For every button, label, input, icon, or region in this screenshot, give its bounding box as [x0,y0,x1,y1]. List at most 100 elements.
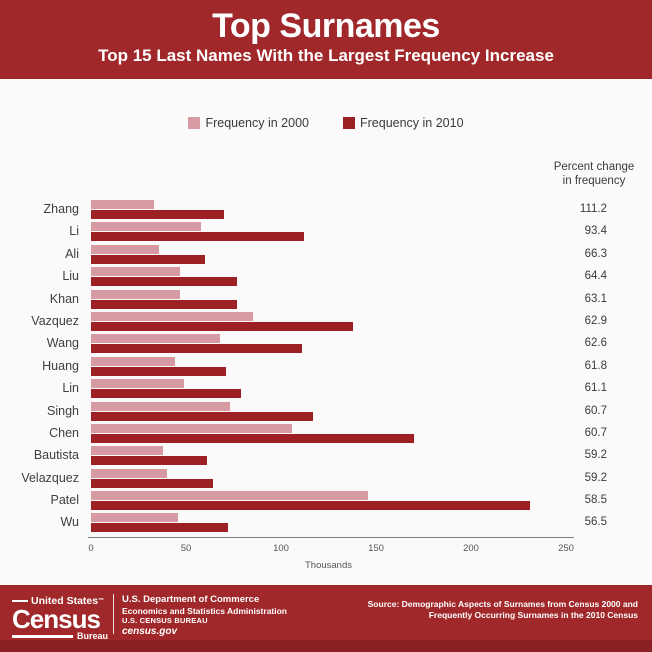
row-label: Chen [49,425,79,440]
row-label: Liu [62,269,79,284]
page-subtitle: Top 15 Last Names With the Largest Frequ… [98,46,554,65]
x-tick-label: 100 [273,543,289,554]
bar-2010 [91,456,207,466]
percent-column-header-line2: in frequency [562,175,626,187]
agency-line-esa: Economics and Statistics Administration [122,606,287,616]
legend-item-2000: Frequency in 2000 [188,116,309,130]
percent-value: 61.8 [584,359,607,372]
logo-bureau: Bureau [12,631,108,641]
bar-2000 [91,289,181,299]
row-label: Singh [47,403,79,418]
percent-value: 63.1 [584,292,607,305]
x-axis-line [88,537,574,538]
chart-row: Bautista 59.2 [0,445,652,467]
percent-value: 93.4 [584,225,607,238]
logo-line-top [12,600,28,602]
chart-row: Lin 61.1 [0,378,652,400]
chart-row: Liu 64.4 [0,266,652,288]
percent-value: 59.2 [584,471,607,484]
percent-column-header: Percent change in frequency [535,160,652,188]
bar-2010 [91,389,242,399]
bar-2000 [91,267,181,277]
agency-line-commerce: U.S. Department of Commerce [122,594,260,605]
logo-divider [113,594,114,634]
chart-row: Singh 60.7 [0,401,652,423]
row-label: Khan [49,291,79,306]
bar-2010 [91,299,238,309]
logo-line-bottom [12,634,73,638]
bar-2010 [91,210,224,219]
source-line-1: Source: Demographic Aspects of Surnames … [367,599,638,609]
bar-2000 [91,468,167,478]
footer-bottom-strip [0,640,652,652]
percent-value: 60.7 [584,404,607,417]
chart-row: Khan 63.1 [0,289,652,311]
source-note: Source: Demographic Aspects of Surnames … [368,599,638,621]
chart: Zhang 111.2 Li 93.4 Ali 66.3 Liu 64.4 Khan 63.1 Va… [0,199,652,535]
bar-2000 [91,513,179,523]
legend-label-2000: Frequency in 2000 [205,116,309,130]
bar-2000 [91,222,202,232]
bar-2000 [91,334,221,344]
chart-row: Velazquez 59.2 [0,468,652,490]
legend-item-2010: Frequency in 2010 [343,116,464,130]
chart-row: Chen 60.7 [0,423,652,445]
bar-2000 [91,491,369,501]
percent-value: 62.9 [584,314,607,327]
bar-2010 [91,344,302,354]
header-band: Top Surnames Top 15 Last Names With the … [0,0,652,79]
bar-2010 [91,277,238,287]
row-label: Wu [60,515,79,530]
chart-row: Li 93.4 [0,221,652,243]
row-label: Li [69,224,79,239]
percent-value: 111.2 [579,203,607,215]
footer-band: United States ™ Census Bureau U.S. Depart… [0,585,652,641]
logo-united-states: United States ™ [12,595,108,607]
percent-column-header-line1: Percent change [553,161,635,173]
chart-row: Vazquez 62.9 [0,311,652,333]
bar-2010 [91,254,205,264]
percent-value: 60.7 [584,426,607,439]
row-label: Lin [62,381,79,396]
bar-2010 [91,501,530,511]
chart-row: Patel 58.5 [0,490,652,512]
percent-value: 66.3 [584,247,607,260]
bar-2000 [91,401,230,411]
bar-2010 [91,232,304,242]
logo-trademark: ™ [98,598,105,604]
census-logo: United States ™ Census Bureau [12,595,108,641]
bar-2000 [91,356,175,366]
row-label: Ali [65,246,79,261]
percent-value: 62.6 [584,337,607,350]
chart-row: Huang 61.8 [0,356,652,378]
x-tick-label: 50 [180,543,192,554]
x-tick-label: 0 [88,543,94,554]
bar-2000 [91,200,154,209]
x-tick-label: 150 [368,543,384,554]
legend-swatch-2010-icon [343,117,355,129]
page-title: Top Surnames [212,7,440,45]
chart-row: Zhang 111.2 [0,199,652,221]
legend-label-2010: Frequency in 2010 [360,116,464,130]
chart-rows: Zhang 111.2 Li 93.4 Ali 66.3 Liu 64.4 Khan 63.1 Va… [0,199,652,535]
bar-2010 [91,321,354,331]
bar-2010 [91,433,414,443]
chart-row: Wang 62.6 [0,333,652,355]
bar-2010 [91,523,228,533]
percent-value: 59.2 [584,449,607,462]
row-label: Velazquez [21,470,79,485]
bar-2000 [91,244,160,254]
bar-2010 [91,366,226,376]
agency-line-bureau: U.S. CENSUS BUREAU [122,616,208,625]
bar-2000 [91,379,185,389]
x-tick-label: 200 [463,543,479,554]
percent-value: 58.5 [584,494,607,507]
row-label: Huang [42,358,79,373]
logo-census-text: Census [12,604,101,634]
x-tick-label: 250 [558,543,574,554]
agency-line-census-gov: census.gov [122,626,178,637]
bar-2000 [91,311,253,321]
logo-united-states-text: United States [31,595,99,607]
row-label: Zhang [43,202,79,216]
